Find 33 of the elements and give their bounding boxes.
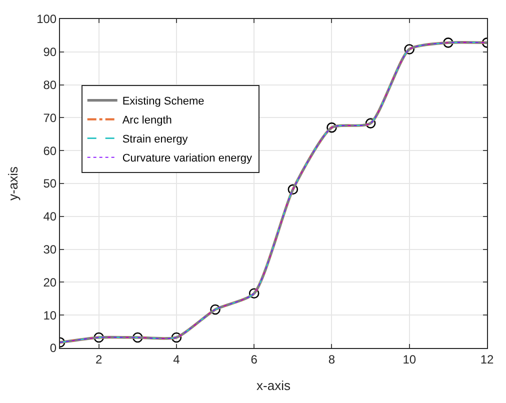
x-tick-label: 8 bbox=[328, 352, 336, 366]
y-tick-label: 60 bbox=[43, 144, 57, 158]
x-tick-label: 4 bbox=[173, 352, 180, 366]
y-tick-label: 10 bbox=[43, 308, 57, 322]
y-tick-label: 100 bbox=[36, 12, 57, 26]
point bbox=[132, 332, 143, 343]
legend-label: Curvature variation energy bbox=[122, 152, 252, 165]
y-tick-label: 50 bbox=[43, 176, 57, 191]
x-tick-label: 12 bbox=[480, 352, 494, 366]
x-tick-label: 6 bbox=[250, 352, 258, 366]
x-tick-label: 2 bbox=[95, 352, 102, 366]
y-tick-label: 90 bbox=[43, 45, 57, 60]
point bbox=[443, 38, 454, 48]
y-tick-label: 40 bbox=[43, 210, 57, 224]
point bbox=[365, 118, 376, 128]
legend-label: Arc length bbox=[122, 114, 172, 127]
point bbox=[171, 332, 182, 343]
legend-label: Strain energy bbox=[122, 134, 188, 146]
point bbox=[404, 44, 415, 54]
point bbox=[248, 288, 260, 299]
x-tick-label: 10 bbox=[402, 352, 416, 366]
legend-label: Existing Scheme bbox=[122, 96, 204, 108]
y-tick-label: 30 bbox=[43, 242, 57, 256]
y-tick-label: 0 bbox=[50, 341, 57, 356]
point bbox=[326, 122, 337, 133]
x-axis-title: x-axis bbox=[256, 378, 291, 393]
point bbox=[288, 184, 298, 195]
y-tick-label: 70 bbox=[43, 110, 57, 125]
y-tick-label: 80 bbox=[43, 78, 57, 92]
y-tick-label: 20 bbox=[43, 275, 57, 290]
point bbox=[210, 304, 220, 315]
point bbox=[94, 332, 104, 343]
y-axis-title: y-axis bbox=[6, 166, 21, 200]
